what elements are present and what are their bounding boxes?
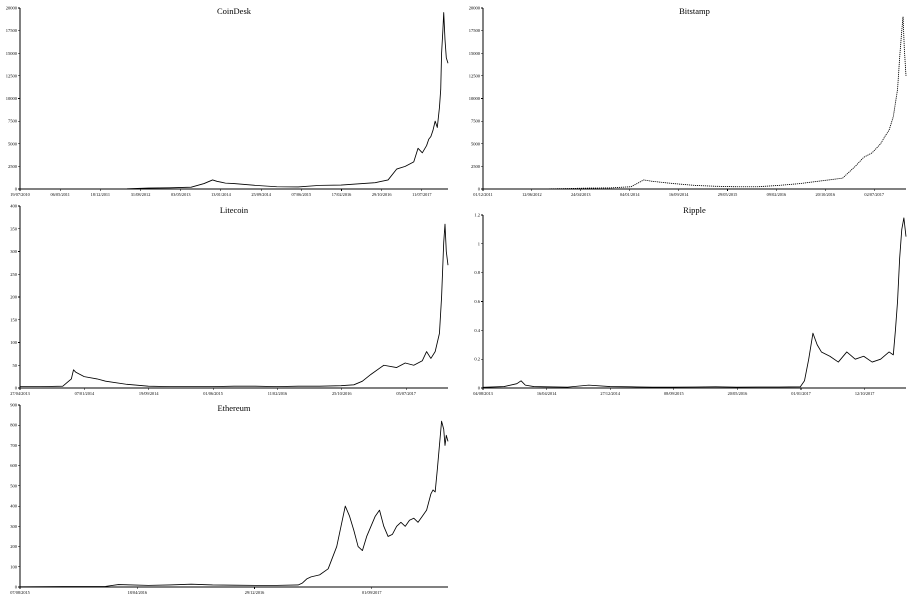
x-tick-label: 17/02/2016 (332, 192, 352, 197)
x-tick-label: 11/02/2016 (268, 391, 288, 396)
litecoin-price-line (20, 223, 449, 388)
litecoin-chart: Litecoin 0 50 100 150 200 250 300 350 400 27/04/20… (10, 204, 449, 396)
chart-title: CoinDesk (217, 6, 252, 16)
x-tick-label: 02/07/2017 (864, 192, 884, 197)
x-tick-label: 12/06/2012 (522, 192, 542, 197)
y-tick-label: 0.2 (474, 357, 480, 362)
x-tick-label: 03/05/2013 (171, 192, 191, 197)
y-tick-label: 350 (10, 226, 18, 231)
y-tick-label: 200 (10, 544, 18, 549)
y-tick-label: 10000 (6, 96, 18, 101)
y-tick-label: 0 (15, 386, 18, 391)
x-tick-label: 12/10/2017 (855, 391, 875, 396)
x-tick-label: 08/09/2015 (664, 391, 684, 396)
y-tick-label: 17500 (469, 28, 481, 33)
x-tick-label: 07/01/2014 (75, 391, 95, 396)
y-tick-label: 20000 (6, 6, 18, 11)
x-tick-label: 09/02/2016 (767, 192, 787, 197)
y-tick-label: 800 (10, 423, 18, 428)
y-tick-label: 900 (10, 403, 18, 408)
x-tick-label: 24/04/2013 (571, 192, 591, 197)
y-tick-label: 400 (10, 504, 18, 509)
y-tick-label: 0 (15, 187, 18, 192)
x-tick-label: 13/01/2014 (211, 192, 231, 197)
x-tick-label: 07/08/2015 (10, 590, 30, 595)
chart-title: Ripple (683, 205, 706, 215)
y-tick-label: 50 (13, 363, 18, 368)
y-tick-label: 150 (10, 317, 18, 322)
y-tick-label: 500 (10, 483, 18, 488)
y-tick-label: 400 (10, 204, 18, 209)
x-tick-label: 04/08/2013 (473, 391, 493, 396)
x-tick-label: 25/10/2016 (332, 391, 352, 396)
y-tick-label: 20000 (469, 6, 481, 11)
y-tick-label: 2500 (471, 164, 481, 169)
y-tick-label: 0.4 (474, 328, 480, 333)
x-tick-label: 19/07/2010 (10, 192, 30, 197)
chart-title: Ethereum (217, 403, 250, 413)
coindesk-chart: CoinDesk 0 2500 5000 7500 10000 12500 15000 1750… (6, 6, 449, 197)
y-tick-label: 15000 (6, 51, 18, 56)
x-tick-label: 01/06/2015 (203, 391, 223, 396)
y-tick-label: 600 (10, 463, 18, 468)
x-tick-label: 04/01/2014 (620, 192, 640, 197)
x-tick-label: 19/09/2014 (139, 391, 159, 396)
x-tick-label: 18/12/2011 (91, 192, 110, 197)
x-tick-label: 27/04/2013 (10, 391, 30, 396)
x-tick-label: 01/09/2017 (362, 590, 382, 595)
y-tick-label: 0 (15, 585, 18, 590)
y-tick-label: 10000 (469, 96, 481, 101)
x-tick-label: 01/12/2011 (473, 192, 492, 197)
x-tick-label: 07/06/2015 (292, 192, 312, 197)
y-tick-label: 2500 (8, 164, 18, 169)
y-tick-label: 5000 (471, 141, 481, 146)
bitstamp-price-line (483, 16, 907, 190)
chart-title: Litecoin (220, 205, 249, 215)
x-tick-label: 18/04/2016 (127, 590, 147, 595)
x-tick-label: 20/10/2016 (816, 192, 836, 197)
y-tick-label: 1 (478, 241, 480, 246)
ripple-chart: Ripple 0 0.2 0.4 0.6 0.8 1 1.2 04/08/2013 16/04/2… (473, 205, 907, 396)
y-tick-label: 0.6 (474, 299, 480, 304)
y-tick-label: 300 (10, 524, 18, 529)
x-tick-label: 29/12/2016 (245, 590, 265, 595)
y-tick-label: 100 (10, 340, 18, 345)
x-tick-label: 16/09/2014 (669, 192, 689, 197)
y-tick-label: 12500 (469, 73, 481, 78)
x-tick-label: 31/08/2012 (131, 192, 151, 197)
x-tick-label: 06/05/2011 (50, 192, 69, 197)
y-tick-label: 100 (10, 564, 18, 569)
y-tick-label: 12500 (6, 73, 18, 78)
x-tick-label: 01/01/2017 (791, 391, 811, 396)
ethereum-price-line (19, 420, 449, 588)
y-tick-label: 15000 (469, 51, 481, 56)
chart-title: Bitstamp (679, 6, 710, 16)
y-tick-label: 7500 (471, 119, 481, 124)
y-tick-label: 0 (478, 187, 481, 192)
y-tick-label: 250 (10, 272, 18, 277)
y-tick-label: 200 (10, 295, 18, 300)
x-tick-label: 27/12/2014 (600, 391, 620, 396)
bitstamp-chart: Bitstamp 0 2500 5000 7500 10000 12500 15000 1750… (469, 6, 907, 197)
ripple-price-line (482, 217, 907, 388)
x-tick-label: 11/07/2017 (412, 192, 432, 197)
y-tick-label: 700 (10, 443, 18, 448)
ethereum-chart: Ethereum 0 100 200 300 400 500 600 700 800 900 07/0… (10, 403, 449, 595)
y-tick-label: 1.2 (474, 213, 480, 218)
x-tick-label: 05/07/2017 (396, 391, 416, 396)
y-tick-label: 300 (10, 249, 18, 254)
y-tick-label: 17500 (6, 28, 18, 33)
y-tick-label: 0.8 (474, 270, 480, 275)
x-tick-label: 20/05/2016 (728, 391, 748, 396)
y-tick-label: 0 (478, 386, 481, 391)
x-tick-label: 16/04/2014 (537, 391, 557, 396)
coindesk-price-line (20, 12, 449, 190)
y-tick-label: 5000 (8, 141, 18, 146)
x-tick-label: 29/05/2015 (718, 192, 738, 197)
x-tick-label: 25/09/2014 (251, 192, 271, 197)
y-tick-label: 7500 (8, 119, 18, 124)
x-tick-label: 29/10/2016 (372, 192, 392, 197)
